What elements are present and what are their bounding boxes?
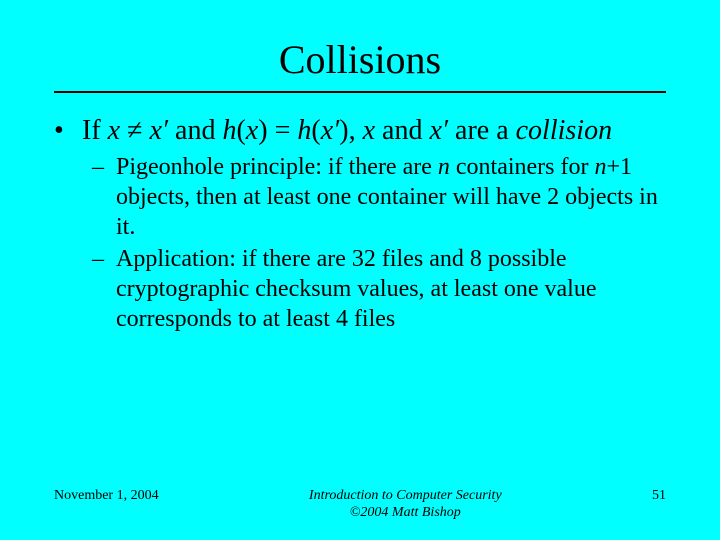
footer-copyright: ©2004 Matt Bishop <box>309 505 502 522</box>
slide-title: Collisions <box>54 36 666 83</box>
rpar: ), <box>339 115 362 146</box>
var-x: x <box>108 115 120 146</box>
var-h: h <box>297 115 311 146</box>
slide: Collisions • If x ≠ x′ and h(x) = h(x′),… <box>0 0 720 540</box>
var-h: h <box>222 115 236 146</box>
text: and <box>168 115 222 146</box>
text: are a <box>448 115 516 146</box>
var-x: x <box>363 115 375 146</box>
bullet2-text-pigeon: Pigeonhole principle: if there are n con… <box>116 152 666 242</box>
text: If <box>82 115 108 146</box>
title-rule <box>54 91 666 93</box>
rpar: ) <box>258 115 267 146</box>
footer-page: 51 <box>652 488 666 504</box>
bullet2-text-app: Application: if there are 32 files and 8… <box>116 244 666 334</box>
bullet-dash: – <box>92 244 116 334</box>
var-xp: x′ <box>149 115 168 146</box>
var-n: n <box>595 154 607 180</box>
footer-date: November 1, 2004 <box>54 488 159 504</box>
var-xp: x′ <box>321 115 340 146</box>
footer: November 1, 2004 Introduction to Compute… <box>54 488 666 522</box>
footer-title: Introduction to Computer Security <box>309 488 502 505</box>
text: Pigeonhole principle: if there are <box>116 154 438 180</box>
bullet-level2: – Pigeonhole principle: if there are n c… <box>92 152 666 242</box>
footer-center: Introduction to Computer Security ©2004 … <box>309 488 502 522</box>
var-x: x <box>246 115 258 146</box>
bullet-dash: – <box>92 152 116 242</box>
text: containers for <box>450 154 595 180</box>
var-xp: x′ <box>429 115 448 146</box>
bullet1-text: If x ≠ x′ and h(x) = h(x′), x and x′ are… <box>82 113 612 148</box>
bullet-level1: • If x ≠ x′ and h(x) = h(x′), x and x′ a… <box>54 113 666 148</box>
lpar: ( <box>311 115 320 146</box>
var-n: n <box>438 154 450 180</box>
term-collision: collision <box>516 115 612 146</box>
bullet-level2: – Application: if there are 32 files and… <box>92 244 666 334</box>
text: and <box>375 115 429 146</box>
neq: ≠ <box>120 115 149 146</box>
bullet-dot: • <box>54 113 82 148</box>
lpar: ( <box>236 115 245 146</box>
eq: = <box>268 115 298 146</box>
